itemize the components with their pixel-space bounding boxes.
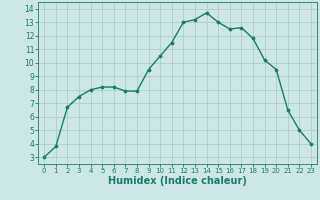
X-axis label: Humidex (Indice chaleur): Humidex (Indice chaleur)	[108, 176, 247, 186]
